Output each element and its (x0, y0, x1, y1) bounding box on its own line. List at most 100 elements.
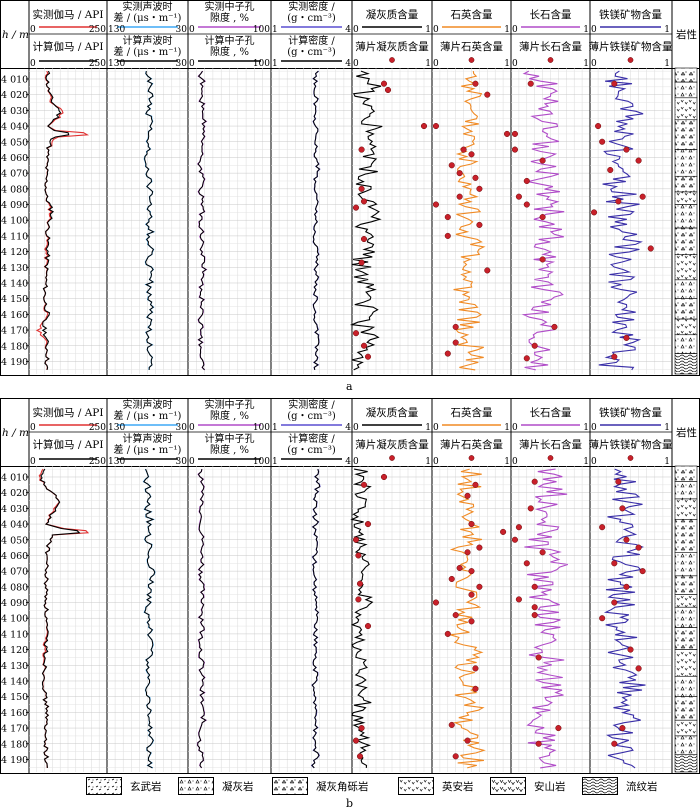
track-top-label: 实测中子孔 (205, 398, 255, 411)
track-top-min: 0 (353, 25, 359, 35)
thin-section-point (599, 524, 606, 531)
thin-section-point (432, 123, 440, 130)
depth-tick-label: 4 180 (1, 739, 28, 750)
track-top-label: 实测伽马 / API (32, 8, 103, 21)
depth-tick-label: 4 120 (1, 247, 28, 258)
thin-section-point (611, 599, 618, 606)
track-top-label-2: 差 / (μs・m⁻¹) (114, 11, 182, 24)
thin-section-point (460, 146, 467, 153)
depth-tick-label: 4 040 (1, 520, 28, 531)
track-top-label: 实测声波时 (123, 398, 173, 411)
thin-section-point (468, 591, 475, 598)
lithology-band-breccia (674, 298, 698, 320)
thin-section-point (444, 214, 451, 221)
track-top-max: 1 (583, 25, 589, 35)
thin-section-point (360, 198, 368, 205)
track-bottom-legend-dot (627, 57, 634, 63)
thin-section-point (472, 80, 479, 87)
legend-label-andesite: 安山岩 (534, 780, 566, 793)
neutron-calc-curve (197, 468, 207, 769)
mafic-content-curve (603, 468, 646, 769)
depth-tick-label: 4 140 (1, 676, 28, 687)
track-top-label: 长石含量 (530, 406, 572, 419)
thin-section-point (535, 654, 542, 661)
lithology-band-breccia (674, 119, 698, 150)
track-bottom-label-2: 差 / (μs・m⁻¹) (114, 443, 182, 456)
quartz-content-curve (453, 71, 486, 371)
track-top-min: 0 (353, 423, 359, 433)
thin-section-point (599, 615, 606, 622)
log-panel-a: h / m 岩性 实测伽马 / API 0 250 计算伽马 / API 0 250 实测声波时… (0, 0, 700, 376)
thin-section-point (515, 524, 522, 531)
track-bottom-max: 4 (345, 457, 351, 467)
thin-section-point (380, 473, 388, 481)
tuff-swatch (178, 777, 214, 795)
quartz-content-curve (449, 468, 486, 769)
depth-tick-label: 4 130 (1, 661, 28, 672)
track-top-max: 1 (664, 25, 670, 35)
depth-tick-label: 4 190 (1, 357, 28, 368)
legend-label-dacite: 英安岩 (442, 780, 474, 793)
depth-tick-label: 4 110 (1, 629, 28, 640)
track-bottom-max: 1 (425, 457, 431, 467)
thin-section-point (511, 536, 519, 543)
track-top-min: 0 (189, 423, 195, 433)
thin-section-point (355, 552, 362, 559)
depth-tick-label: 4 050 (1, 137, 28, 148)
lithology-title: 岩性 (676, 28, 697, 41)
track-top-label-2: (g・cm⁻³) (287, 411, 336, 422)
thin-section-point (647, 245, 654, 252)
track-bottom-min: 0 (433, 457, 439, 467)
thin-section-point (476, 185, 483, 192)
thin-section-point (611, 353, 618, 360)
thin-section-point (352, 330, 360, 337)
thin-section-point (472, 481, 479, 488)
depth-tick-label: 4 070 (1, 169, 28, 180)
thin-section-point (611, 740, 618, 747)
depth-tick-label: 4 010 (1, 74, 28, 85)
track-bottom-label: 薄片长石含量 (519, 40, 582, 53)
lithology-band-dacite (674, 594, 698, 608)
track-top-label-2: 差 / (μs・m⁻¹) (114, 409, 182, 422)
legend-item-tuff: 凝灰岩 (178, 775, 254, 797)
depth-tick-label: 4 120 (1, 645, 28, 656)
lithology-band-tuff (674, 606, 698, 628)
track-bottom-min: 0 (591, 59, 597, 69)
thin-section-point (468, 151, 475, 158)
thin-section-point (539, 549, 546, 556)
thin-section-point (358, 259, 365, 266)
legend-label-tuff: 凝灰岩 (222, 780, 254, 793)
track-bottom-legend-dot (468, 57, 475, 63)
depth-tick-label: 4 060 (1, 153, 28, 164)
lithology-band-dacite (674, 649, 698, 677)
depth-tick-label: 4 040 (1, 122, 28, 133)
thin-section-point (360, 481, 368, 488)
track-top-label: 实测伽马 / API (32, 406, 103, 419)
feldspar-content-curve (524, 468, 568, 769)
depth-tick-label: 4 080 (1, 582, 28, 593)
lithology-band-tuff (674, 279, 698, 299)
track-top-max: 1 (425, 423, 431, 433)
thin-section-point (464, 549, 471, 556)
thin-section-point (472, 665, 479, 672)
thin-section-point (355, 596, 362, 603)
thin-section-point (539, 157, 546, 164)
track-bottom-max: 1 (664, 59, 670, 69)
depth-tick-label: 4 070 (1, 567, 28, 578)
tuff-content-curve (350, 468, 374, 768)
lithology-band-dacite (674, 191, 698, 205)
thin-section-point (352, 204, 360, 211)
thin-section-point (360, 235, 368, 243)
thin-section-point (639, 193, 646, 200)
depth-tick-label: 4 140 (1, 278, 28, 289)
sonic-calc-curve (143, 468, 156, 769)
track-bottom-label-2: (g・cm⁻³) (287, 445, 336, 456)
track-top-label-2: 隙度 , % (210, 11, 249, 24)
track-bottom-label: 计算密度 / (288, 432, 335, 445)
lithology-band-breccia (674, 227, 698, 256)
thin-section-point (623, 536, 630, 543)
track-bottom-label: 计算中子孔 (205, 34, 255, 47)
thin-section-point (511, 130, 519, 137)
thin-section-point (472, 174, 479, 181)
thin-section-point (539, 214, 546, 221)
